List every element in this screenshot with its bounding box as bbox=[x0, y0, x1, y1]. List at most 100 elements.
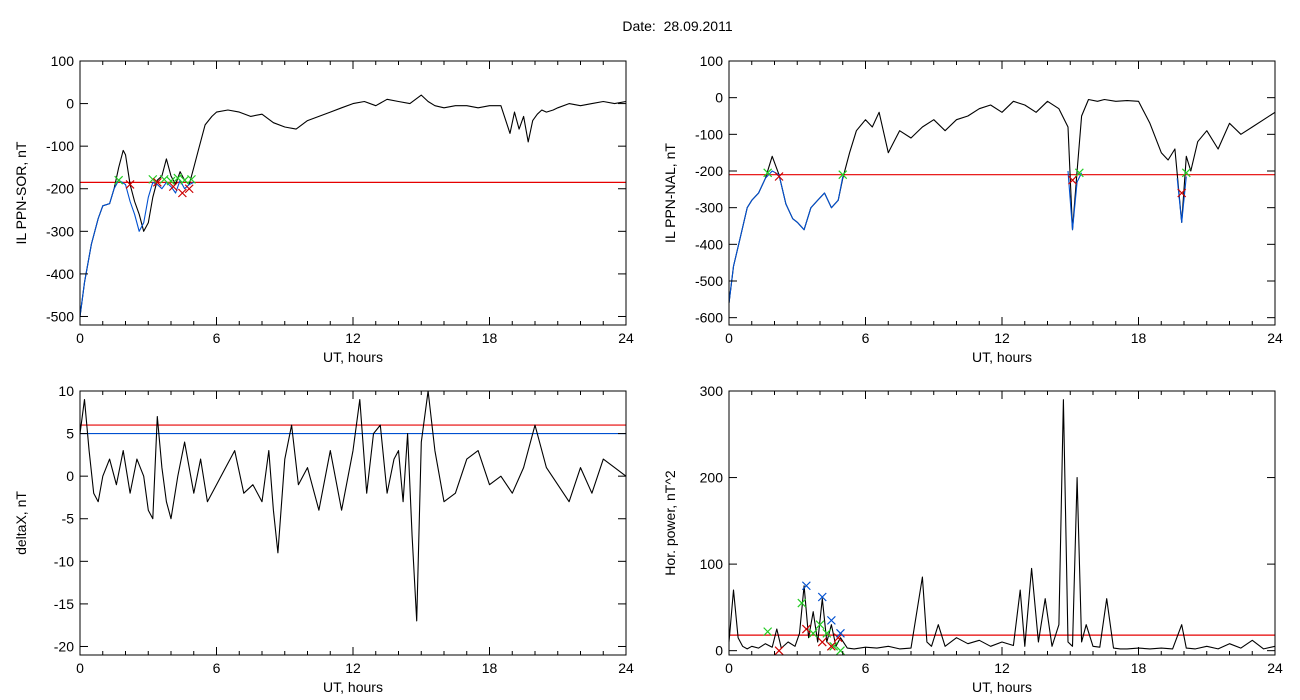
x-tick-label: 18 bbox=[482, 330, 498, 346]
y-axis-label: Hor. power, nT^2 bbox=[662, 470, 678, 576]
series-line-4 bbox=[1176, 176, 1187, 223]
plot-frame bbox=[79, 390, 627, 656]
marker-cross bbox=[829, 641, 839, 651]
marker-cross bbox=[1068, 175, 1077, 185]
chart-panel-4: 0 6 12 18 24 300 200 100 0 UT, hours Hor. power, n… bbox=[662, 383, 1283, 695]
x-tick-label: 24 bbox=[1267, 660, 1283, 676]
marker-cross bbox=[763, 627, 773, 637]
marker-cross bbox=[808, 628, 818, 638]
marker-cross bbox=[1074, 168, 1084, 178]
x-tick-label: 0 bbox=[725, 660, 733, 676]
y-tick-label: 0 bbox=[715, 643, 723, 659]
x-axis-label: UT, hours bbox=[323, 679, 383, 695]
plot-frame bbox=[728, 390, 1276, 656]
x-tick-label: 24 bbox=[618, 660, 634, 676]
x-tick-label: 6 bbox=[862, 660, 870, 676]
y-tick-label: -500 bbox=[46, 308, 74, 324]
y-tick-label: 100 bbox=[51, 53, 75, 69]
y-tick-label: 100 bbox=[700, 53, 724, 69]
x-tick-label: 6 bbox=[862, 330, 870, 346]
marker-cross bbox=[125, 180, 135, 189]
series-line-1 bbox=[728, 399, 1276, 650]
x-tick-label: 24 bbox=[1267, 330, 1283, 346]
series-line-3 bbox=[1067, 170, 1083, 231]
y-tick-label: -500 bbox=[695, 273, 723, 289]
x-tick-label: 12 bbox=[994, 660, 1010, 676]
marker-cross bbox=[801, 624, 811, 634]
marker-cross bbox=[801, 581, 811, 591]
marker-cross bbox=[833, 633, 843, 643]
chart-panel-2: 0 6 12 18 24 100 0 -100 -200 -300 -400 -500 -600 UT, … bbox=[662, 53, 1283, 365]
x-tick-label: 12 bbox=[345, 660, 361, 676]
marker-cross bbox=[822, 628, 832, 638]
x-tick-label: 18 bbox=[482, 660, 498, 676]
y-tick-label: -200 bbox=[695, 163, 723, 179]
x-tick-label: 12 bbox=[345, 330, 361, 346]
x-tick-label: 18 bbox=[1131, 660, 1147, 676]
y-tick-label: -400 bbox=[46, 266, 74, 282]
marker-cross bbox=[114, 175, 124, 185]
x-axis-label: UT, hours bbox=[972, 349, 1032, 365]
y-tick-label: 0 bbox=[66, 96, 74, 112]
marker-cross bbox=[774, 172, 784, 181]
marker-cross bbox=[836, 646, 845, 656]
y-axis-label: IL PPN-NAL, nT bbox=[662, 143, 678, 243]
marker-cross bbox=[173, 173, 183, 183]
marker-cross bbox=[1181, 168, 1191, 178]
x-tick-label: 6 bbox=[213, 660, 221, 676]
marker-cross bbox=[1177, 188, 1187, 198]
marker-cross bbox=[152, 177, 162, 187]
figure-title: Date: 28.09.2011 bbox=[622, 18, 733, 34]
y-tick-label: 200 bbox=[700, 470, 724, 486]
y-tick-label: -20 bbox=[54, 638, 74, 654]
x-tick-label: 0 bbox=[76, 330, 84, 346]
marker-cross bbox=[815, 620, 825, 630]
x-tick-label: 6 bbox=[213, 330, 221, 346]
y-tick-label: 100 bbox=[700, 556, 724, 572]
x-tick-label: 12 bbox=[994, 330, 1010, 346]
marker-cross bbox=[774, 646, 784, 656]
marker-cross bbox=[159, 174, 169, 184]
y-tick-label: 5 bbox=[66, 426, 74, 442]
series-line-2 bbox=[728, 170, 844, 304]
marker-cross bbox=[826, 615, 836, 625]
x-tick-label: 24 bbox=[618, 330, 634, 346]
series-line-1 bbox=[728, 98, 1276, 304]
series-line-1 bbox=[79, 390, 627, 622]
y-tick-label: -600 bbox=[695, 310, 723, 326]
y-tick-label: -400 bbox=[695, 236, 723, 252]
marker-cross bbox=[148, 174, 158, 184]
y-tick-label: -5 bbox=[62, 511, 75, 527]
chart-panel-3: 0 6 12 18 24 10 5 0 -5 -10 -15 -20 UT, hours deltaX, … bbox=[13, 383, 634, 695]
plot-frame bbox=[79, 60, 627, 326]
y-axis-label: deltaX, nT bbox=[13, 491, 29, 555]
y-tick-label: -100 bbox=[46, 138, 74, 154]
marker-cross bbox=[817, 592, 827, 602]
y-tick-label: 300 bbox=[700, 383, 724, 399]
marker-cross bbox=[184, 184, 194, 194]
y-tick-label: -300 bbox=[46, 223, 74, 239]
y-tick-label: -300 bbox=[695, 200, 723, 216]
plot-frame bbox=[728, 60, 1276, 326]
y-tick-label: 0 bbox=[66, 468, 74, 484]
y-axis-label: IL PPN-SOR, nT bbox=[13, 141, 29, 244]
marker-cross bbox=[826, 641, 836, 651]
y-tick-label: -15 bbox=[54, 596, 74, 612]
marker-cross bbox=[166, 176, 176, 186]
y-tick-label: -10 bbox=[54, 553, 74, 569]
x-axis-label: UT, hours bbox=[323, 349, 383, 365]
x-tick-label: 0 bbox=[725, 330, 733, 346]
marker-cross bbox=[177, 188, 187, 198]
marker-cross bbox=[817, 637, 827, 647]
x-tick-label: 18 bbox=[1131, 330, 1147, 346]
chart-panel-1: 0 6 12 18 24 100 0 -100 -200 -300 -400 -500 UT, hour… bbox=[13, 53, 634, 365]
marker-cross bbox=[763, 168, 773, 178]
x-tick-label: 0 bbox=[76, 660, 84, 676]
series-line-2 bbox=[79, 179, 195, 317]
y-tick-label: -200 bbox=[46, 181, 74, 197]
x-axis-label: UT, hours bbox=[972, 679, 1032, 695]
y-tick-label: -100 bbox=[695, 126, 723, 142]
series-line-1 bbox=[79, 94, 627, 317]
marker-cross bbox=[187, 174, 196, 184]
